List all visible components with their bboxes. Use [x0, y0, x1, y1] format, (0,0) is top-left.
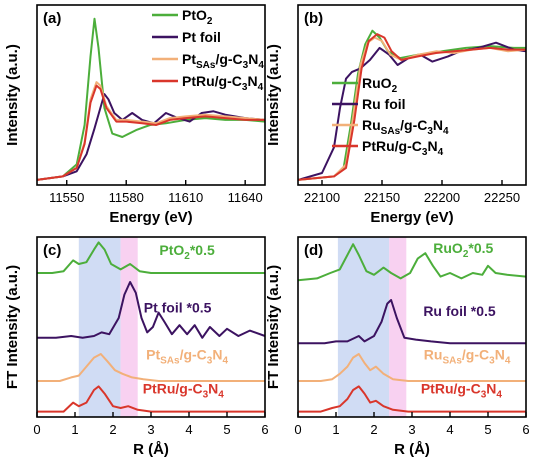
legend-entry: PtSAs​/g-C3​N4​: [182, 51, 264, 71]
x-tick-label: 1: [71, 422, 78, 437]
panel-b: 22100 22150 22200 22250 Energy (eV) Intensity…: [265, 4, 527, 226]
legend-entry: PtRu/g-C3​N4​: [182, 73, 264, 93]
panel-label: (a): [43, 10, 61, 27]
x-tick-label: 5: [223, 422, 230, 437]
series-line-rusas-g-c3n4: [298, 353, 526, 382]
series-line-ptsas-g-c3n4: [37, 353, 265, 382]
series-line-pt-foil-0-5: [37, 281, 266, 339]
series-line-pto2: [36, 17, 266, 181]
series-line-ru-foil-0-5: [298, 299, 526, 345]
x-axis-title: Energy (eV): [109, 209, 192, 226]
x-tick-label: 5: [484, 422, 491, 437]
x-tick-label: 4: [446, 422, 453, 437]
series-line-ruo2-0-5: [297, 243, 527, 282]
series-annotation: PtSAs​/g-C3​N4​: [146, 346, 228, 366]
panel-a: 11550 11580 11610 11640 Energy (eV) Intensity…: [4, 4, 266, 226]
series-line-ptru-g-c3n4: [36, 84, 265, 181]
x-tick-label: 11550: [49, 190, 84, 205]
x-tick-label: 22250: [484, 190, 520, 205]
y-axis-title: FT Intensity (a.u.): [265, 265, 282, 389]
series-line-ru-foil: [297, 41, 527, 181]
series-line-ptru-g-c3n4: [298, 385, 526, 413]
x-tick-label: 11640: [228, 190, 263, 205]
legend-entry: Ru foil: [362, 96, 406, 112]
series-annotation: PtRu/g-C3​N4​: [421, 381, 503, 401]
x-tick-label: 0: [294, 422, 301, 437]
series-annotation: PtO2​*0.5: [159, 242, 215, 262]
x-tick-label: 4: [185, 422, 192, 437]
x-axis-title: R (Å): [133, 441, 169, 458]
x-tick-label: 22200: [424, 190, 460, 205]
shell-band-2: [389, 237, 407, 417]
panel-label: (c): [43, 242, 61, 259]
series-annotation: Ru foil *0.5: [423, 303, 496, 319]
x-axis-title: R (Å): [394, 441, 430, 458]
series-line-ruo2: [297, 29, 526, 181]
series-annotation: PtRu/g-C3​N4​: [143, 381, 225, 401]
panel-label: (b): [304, 10, 323, 27]
y-axis-title: FT Intensity (a.u.): [4, 265, 21, 389]
series-line-ptsas-g-c3n4: [36, 81, 266, 181]
x-tick-label: 11610: [168, 190, 203, 205]
legend-entry: PtO2​: [182, 7, 213, 27]
legend-entry: Pt foil: [182, 29, 221, 45]
series-line-pto2-0-5: [37, 241, 265, 274]
panel-d: 0 1 2 3 4 5 6 R (Å) FT Intensity (a.u.) (d) RuO2​*…: [265, 236, 530, 458]
x-tick-label: 11580: [109, 190, 144, 205]
legend-entry: PtRu/g-C3​N4​: [362, 138, 444, 158]
plot-frame: [297, 4, 527, 186]
x-tick-label: 6: [522, 422, 529, 437]
series-line-pt-foil: [36, 93, 266, 181]
panel-label: (d): [304, 242, 323, 259]
panel-c: 0 1 2 3 4 5 6 R (Å) FT Intensity (a.u.) (c) PtO2​*…: [4, 236, 269, 458]
series-line-ptru-g-c3n4: [297, 33, 526, 181]
y-axis-title: Intensity (a.u.): [265, 44, 282, 146]
x-tick-label: 22100: [304, 190, 340, 205]
legend-entry: RuSAs​/g-C3​N4​: [362, 117, 449, 137]
x-tick-label: 2: [370, 422, 377, 437]
x-axis-title: Energy (eV): [370, 209, 453, 226]
series-annotation: RuO2​*0.5: [433, 240, 493, 260]
x-tick-label: 3: [147, 422, 154, 437]
x-tick-label: 3: [408, 422, 415, 437]
x-tick-label: 6: [261, 422, 268, 437]
series-annotation: RuSAs​/g-C3​N4​: [424, 346, 511, 366]
x-tick-label: 0: [33, 422, 40, 437]
shell-band-2: [120, 237, 138, 417]
x-tick-label: 1: [332, 422, 339, 437]
x-tick-label: 22150: [364, 190, 400, 205]
y-axis-title: Intensity (a.u.): [4, 44, 21, 146]
legend-entry: RuO2​: [362, 75, 398, 95]
series-annotation: Pt foil *0.5: [144, 300, 212, 316]
plot-frame: [36, 4, 266, 186]
series-line-ptru-g-c3n4: [37, 385, 265, 413]
series-line-rusas-g-c3n4: [297, 36, 527, 181]
x-tick-label: 2: [109, 422, 116, 437]
